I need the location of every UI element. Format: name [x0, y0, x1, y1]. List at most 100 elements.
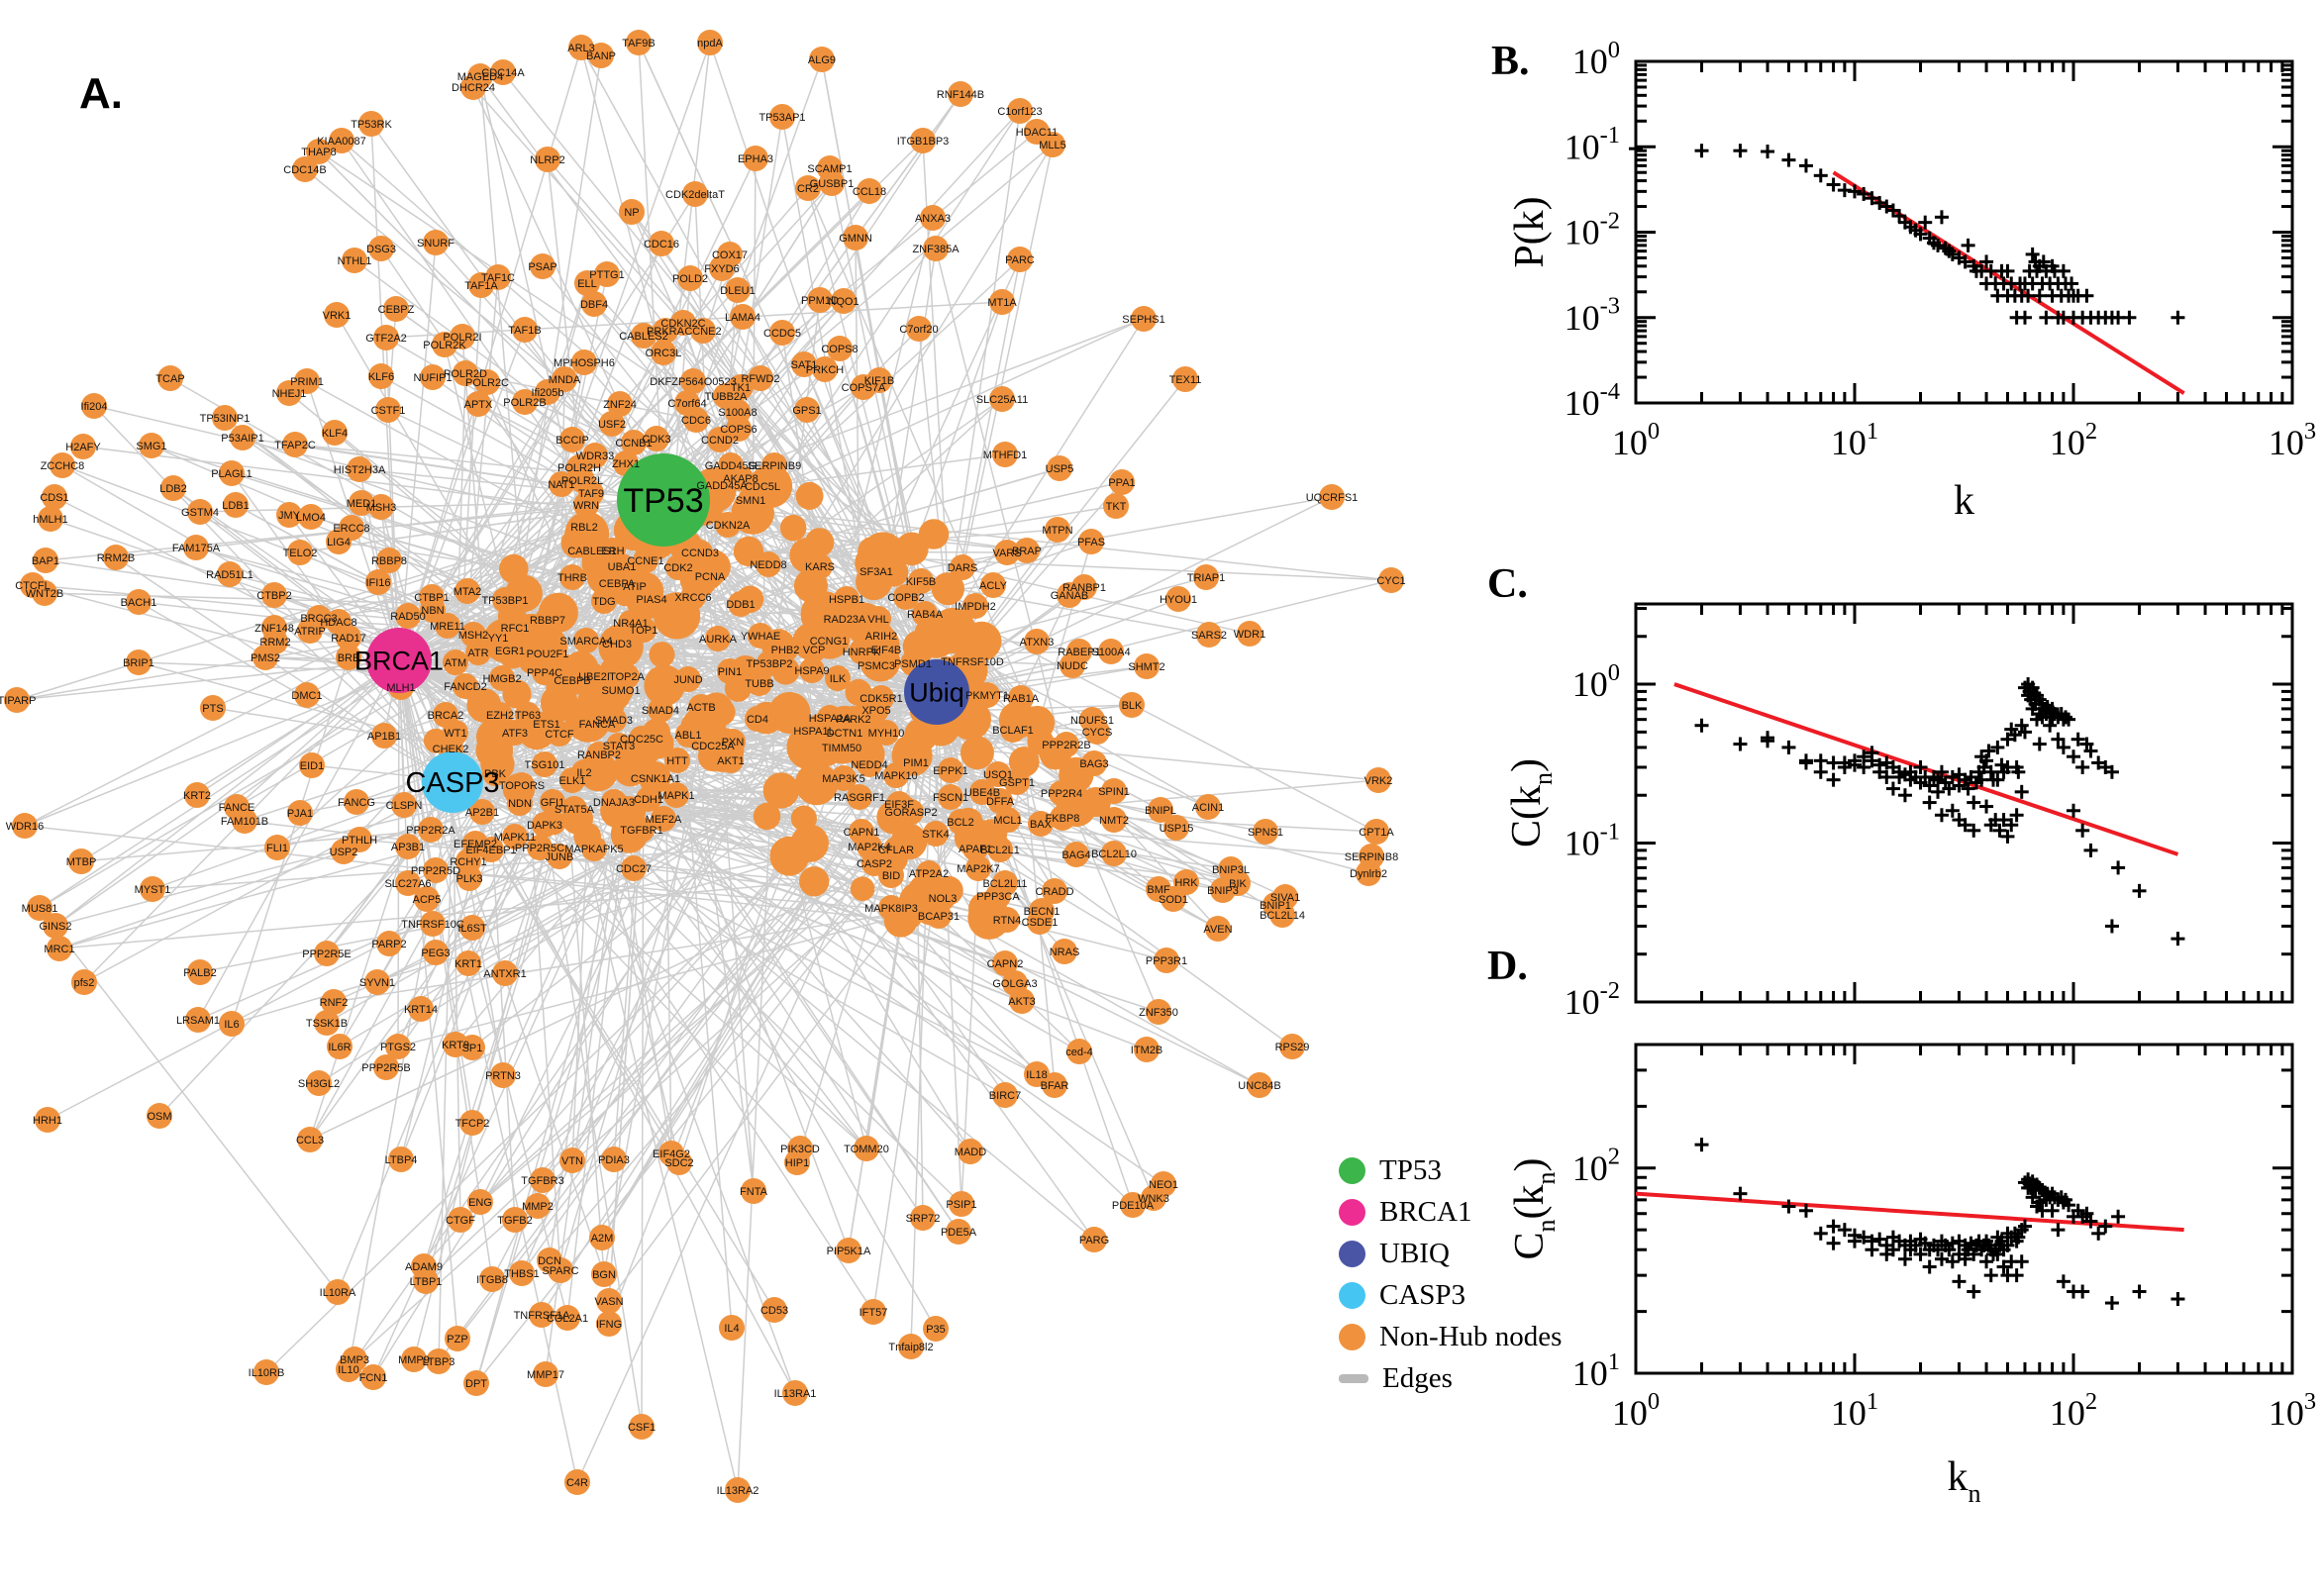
network-node-label: BCL2L1 — [980, 845, 1020, 856]
network-node — [306, 605, 332, 631]
network-node-label: PSMC3 — [858, 660, 895, 672]
network-node — [804, 528, 835, 557]
network-node-label: SOD1 — [1159, 894, 1188, 906]
network-node-label: PTS — [202, 703, 223, 715]
network-node-label: USF2 — [598, 419, 626, 431]
network-node-label: CDS1 — [40, 492, 68, 504]
network-node-label: SP1 — [462, 1043, 483, 1054]
network-node — [1063, 842, 1089, 867]
network-node — [690, 318, 716, 344]
network-node-label: CCL3 — [296, 1135, 324, 1147]
network-node — [547, 721, 572, 747]
network-node — [680, 368, 706, 394]
network-node-label: CYCS — [1082, 727, 1113, 739]
network-node — [1364, 819, 1389, 845]
network-node — [487, 702, 513, 728]
network-node — [581, 663, 607, 689]
network-node — [1060, 652, 1085, 678]
network-node — [1161, 886, 1186, 912]
network-node — [812, 356, 838, 382]
network-node — [32, 580, 57, 606]
network-node — [594, 261, 620, 287]
network-node-label: CDK2 — [663, 562, 692, 574]
network-node-label: IL10RB — [249, 1367, 285, 1379]
network-node-label: GADD45A — [696, 480, 748, 492]
network-node — [1045, 517, 1070, 543]
network-node-label: CCDC5 — [763, 328, 801, 340]
network-node-label: PPP2R5C — [515, 843, 564, 854]
network-node — [845, 678, 872, 706]
network-node-label: hMLH1 — [33, 514, 67, 526]
network-node-label: TEX11 — [1169, 374, 1202, 386]
network-node-label: NUFIP1 — [413, 372, 452, 384]
network-node — [571, 349, 597, 375]
svg-text:Cn​(kn​): Cn​(kn​) — [1507, 1157, 1561, 1259]
network-node-label: MTBP — [66, 856, 97, 868]
network-node — [253, 1359, 279, 1385]
network-node — [527, 835, 553, 860]
network-node-label: npdA — [697, 38, 723, 50]
network-node-label: TP53RK — [351, 119, 392, 131]
network-node — [358, 111, 384, 137]
network-node — [306, 1070, 332, 1096]
network-node — [219, 1011, 245, 1037]
network-node — [321, 989, 347, 1015]
network-node-label: FKBP8 — [1046, 813, 1080, 825]
network-node — [287, 540, 313, 565]
network-node — [479, 1266, 505, 1292]
network-node-label: RBL2 — [570, 522, 598, 534]
network-node-label: WDR33 — [576, 450, 615, 462]
network-node-label: PTHLH — [342, 835, 377, 847]
network-node-label: SMAD3 — [595, 715, 633, 727]
network-node-label: IL4 — [724, 1323, 739, 1335]
network-node — [769, 320, 795, 346]
network-node-label: TP53BP1 — [481, 595, 528, 607]
network-node-label: PEG3 — [421, 948, 450, 959]
network-node-label: SIVA1 — [1270, 892, 1300, 904]
network-node — [1054, 732, 1079, 757]
network-node — [1210, 877, 1236, 903]
network-node — [898, 799, 924, 825]
network-node — [502, 824, 528, 849]
network-node — [980, 572, 1006, 598]
network-node — [35, 1107, 60, 1133]
network-node — [426, 1348, 452, 1374]
network-node-label: RAB4A — [907, 609, 944, 621]
svg-text:100: 100 — [1572, 37, 1620, 81]
network-node-label: TIMM50 — [822, 743, 861, 754]
network-node — [926, 903, 952, 929]
network-node — [460, 74, 486, 100]
network-node — [819, 170, 845, 196]
network-node — [912, 601, 938, 627]
network-node-label: BRCC3 — [300, 613, 337, 625]
network-node-label: S100A8 — [718, 407, 757, 419]
network-node — [683, 407, 709, 433]
network-node-label: TAF9 — [578, 488, 604, 500]
network-node-label: PMS2 — [251, 652, 280, 664]
network-node-label: CSF1 — [628, 1422, 656, 1434]
network-node — [4, 687, 30, 713]
svg-text:kn​: kn​ — [1947, 1454, 1980, 1508]
network-node — [212, 405, 238, 431]
network-node-label: NHEJ1 — [272, 388, 307, 400]
network-node-label: TP63 — [515, 710, 541, 722]
network-node-label: BNIP3 — [1207, 885, 1239, 897]
network-node — [663, 782, 689, 808]
network-node-label: PARK2 — [836, 714, 870, 726]
network-node — [753, 802, 781, 831]
network-node-label: CABLES2 — [619, 331, 668, 343]
network-node — [468, 272, 494, 298]
network-node-label: ITGB8 — [476, 1274, 508, 1286]
network-node — [103, 545, 129, 570]
network-node — [33, 548, 58, 573]
legend-item-label: TP53 — [1379, 1154, 1442, 1186]
network-node-label: RAD50 — [390, 611, 425, 623]
network-node-label: GSPT1 — [999, 777, 1035, 789]
network-node-label: PSMD1 — [894, 658, 932, 670]
network-node-label: PDE10A — [1112, 1200, 1155, 1212]
svg-text:102: 102 — [2050, 418, 2097, 462]
network-node-label: DMC1 — [291, 690, 322, 702]
network-node — [631, 617, 656, 643]
network-node-label: RASGRF1 — [834, 792, 885, 804]
network-node-label: KRT14 — [404, 1004, 438, 1016]
